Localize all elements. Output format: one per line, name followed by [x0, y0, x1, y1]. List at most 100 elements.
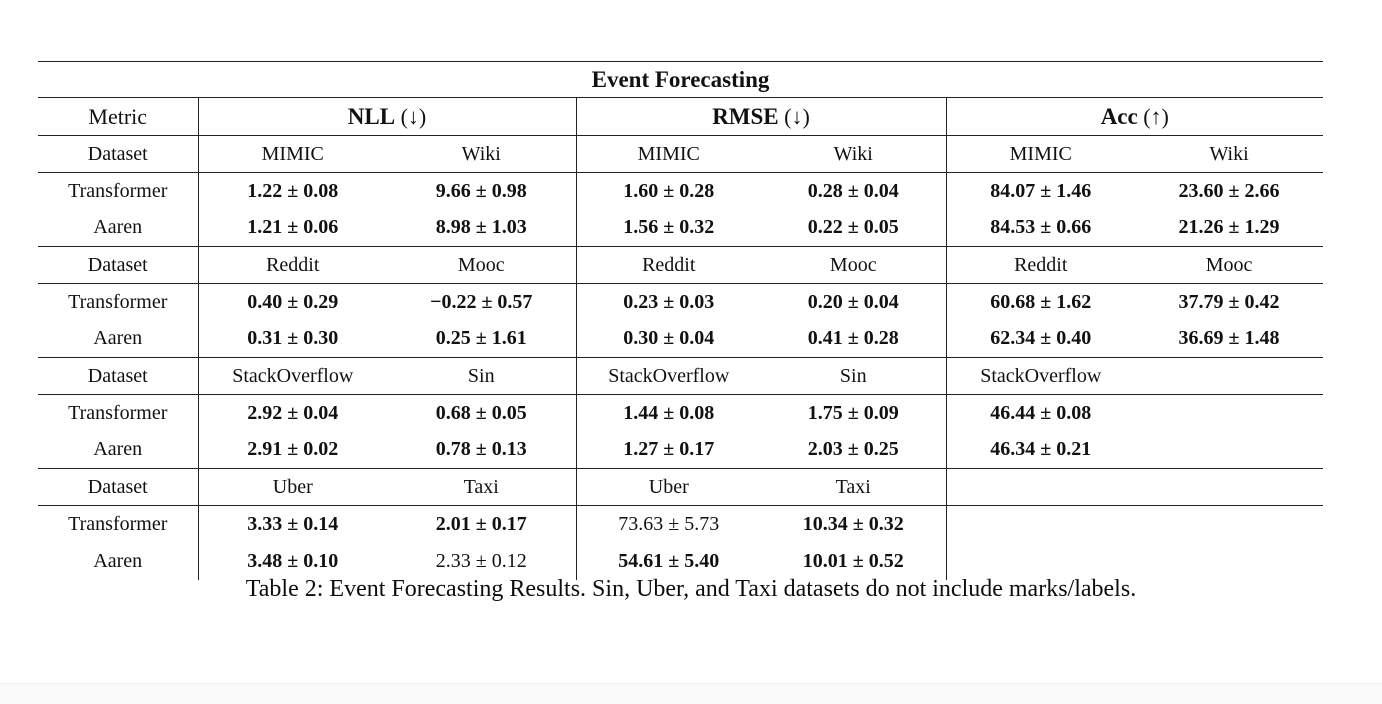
dataset-cell: Taxi: [761, 468, 946, 506]
aaren-row-group2: Aaren 0.31 ± 0.30 0.25 ± 1.61 0.30 ± 0.0…: [38, 320, 1324, 358]
value-cell: 1.27 ± 0.17: [575, 431, 761, 469]
dataset-row-group1: Dataset MIMIC Wiki MIMIC Wiki MIMIC Wiki: [38, 135, 1324, 173]
value-cell: 1.44 ± 0.08: [575, 394, 761, 432]
value-cell: [945, 542, 1135, 580]
metric-header-row: Metric NLL (↓) RMSE (↓) Acc (↑): [38, 97, 1324, 136]
value-cell: 0.40 ± 0.29: [197, 283, 387, 321]
dataset-cell: Sin: [387, 357, 576, 395]
value-cell: 3.48 ± 0.10: [197, 542, 387, 580]
table-caption: Table 2: Event Forecasting Results. Sin,…: [245, 576, 1137, 602]
value-cell: 60.68 ± 1.62: [945, 283, 1135, 321]
dataset-cell: StackOverflow: [575, 357, 761, 395]
dataset-cell: Uber: [575, 468, 761, 506]
value-cell: 0.31 ± 0.30: [197, 320, 387, 358]
dataset-cell: StackOverflow: [197, 357, 387, 395]
value-cell: [1135, 543, 1323, 580]
aaren-row-group1: Aaren 1.21 ± 0.06 8.98 ± 1.03 1.56 ± 0.3…: [38, 209, 1324, 247]
dataset-label: Dataset: [38, 246, 198, 284]
value-cell: 0.78 ± 0.13: [387, 431, 576, 469]
transformer-row-group4: Transformer 3.33 ± 0.14 2.01 ± 0.17 73.6…: [38, 505, 1323, 543]
value-cell: 0.41 ± 0.28: [761, 320, 946, 358]
value-cell: 84.53 ± 0.66: [945, 209, 1135, 247]
value-cell: 37.79 ± 0.42: [1178, 290, 1280, 313]
dataset-cell: MIMIC: [945, 135, 1135, 173]
metric-name-acc: Acc: [1100, 103, 1138, 129]
value-cell: [945, 505, 1135, 543]
value-cell: 1.56 ± 0.32: [575, 209, 761, 247]
metric-name-nll: NLL: [347, 103, 396, 129]
value-cell: 46.44 ± 0.08: [945, 394, 1135, 432]
transformer-row-group3: Transformer 2.92 ± 0.04 0.68 ± 0.05 1.44…: [38, 394, 1323, 432]
value-cell: 0.22 ± 0.05: [761, 209, 946, 247]
value-cell: −0.22 ± 0.57: [430, 290, 533, 313]
dataset-row-group2: Dataset Reddit Mooc Reddit Mooc Reddit M…: [38, 246, 1324, 284]
value-cell: 36.69 ± 1.48: [1135, 320, 1324, 358]
model-label: Transformer: [68, 401, 168, 424]
metric-header-acc: Acc (↑): [945, 97, 1324, 136]
dataset-row-group3: Dataset StackOverflow Sin StackOverflow …: [38, 357, 1324, 395]
value-cell: 2.03 ± 0.25: [761, 431, 946, 469]
value-cell: 21.26 ± 1.29: [1135, 209, 1324, 247]
table-title: Event Forecasting: [38, 61, 1324, 98]
dataset-cell: Mooc: [387, 246, 576, 284]
model-label: Aaren: [38, 431, 198, 469]
value-cell: 2.92 ± 0.04: [197, 394, 387, 432]
dataset-cell: Reddit: [945, 246, 1135, 284]
value-cell: [1135, 395, 1323, 432]
metric-header-nll: NLL (↓): [197, 97, 576, 136]
dataset-cell: Sin: [761, 357, 946, 395]
value-cell: 9.66 ± 0.98: [435, 179, 527, 202]
value-cell: [1135, 431, 1324, 469]
transformer-row-group2: Transformer 0.40 ± 0.29 −0.22 ± 0.57 0.2…: [38, 283, 1323, 321]
model-label: Transformer: [68, 290, 168, 313]
dataset-cell: Wiki: [761, 135, 946, 173]
value-cell: 46.34 ± 0.21: [945, 431, 1135, 469]
event-forecasting-table: Event Forecasting Metric NLL (↓) RMSE (↓…: [38, 61, 1324, 580]
value-cell: 10.01 ± 0.52: [802, 549, 904, 572]
dataset-label: Dataset: [38, 357, 198, 395]
dataset-cell: Wiki: [1135, 135, 1324, 173]
metric-name-rmse: RMSE: [712, 103, 779, 129]
model-label: Aaren: [38, 209, 198, 247]
dataset-cell: [1135, 357, 1324, 395]
value-cell: 1.60 ± 0.28: [575, 172, 761, 210]
value-cell: 10.34 ± 0.32: [802, 512, 904, 535]
aaren-row-group4: Aaren 3.48 ± 0.10 2.33 ± 0.12 54.61 ± 5.…: [38, 542, 1323, 580]
value-cell: 0.30 ± 0.04: [575, 320, 761, 358]
dataset-cell: MIMIC: [575, 135, 761, 173]
dataset-cell: [945, 468, 1135, 506]
page-bottom-strip: [0, 683, 1382, 704]
value-cell: 1.22 ± 0.08: [197, 172, 387, 210]
dataset-cell: Wiki: [387, 135, 576, 173]
metric-header-label: Metric: [38, 97, 198, 136]
dataset-label: Dataset: [38, 135, 198, 173]
value-cell: 0.23 ± 0.03: [575, 283, 761, 321]
value-cell: 3.33 ± 0.14: [197, 505, 387, 543]
down-arrow-icon: (↓): [784, 103, 810, 129]
value-cell: 0.20 ± 0.04: [807, 290, 899, 313]
value-cell: 2.91 ± 0.02: [197, 431, 387, 469]
value-cell: 0.28 ± 0.04: [807, 179, 899, 202]
value-cell: 2.01 ± 0.17: [435, 512, 527, 535]
value-cell: 54.61 ± 5.40: [575, 542, 761, 580]
value-cell: 1.21 ± 0.06: [197, 209, 387, 247]
dataset-cell: Reddit: [197, 246, 387, 284]
value-cell: 84.07 ± 1.46: [945, 172, 1135, 210]
dataset-cell: Taxi: [387, 468, 576, 506]
aaren-row-group3: Aaren 2.91 ± 0.02 0.78 ± 0.13 1.27 ± 0.1…: [38, 431, 1324, 469]
dataset-cell: MIMIC: [197, 135, 387, 173]
up-arrow-icon: (↑): [1143, 103, 1169, 129]
model-label: Transformer: [68, 512, 168, 535]
dataset-cell: Uber: [197, 468, 387, 506]
value-cell: 8.98 ± 1.03: [387, 209, 576, 247]
value-cell: 0.25 ± 1.61: [387, 320, 576, 358]
value-cell: 2.33 ± 0.12: [435, 549, 527, 572]
table-title-row: Event Forecasting: [38, 61, 1324, 98]
dataset-cell: Mooc: [761, 246, 946, 284]
value-cell: [1135, 506, 1323, 543]
value-cell: 62.34 ± 0.40: [945, 320, 1135, 358]
dataset-cell: [1135, 468, 1324, 506]
value-cell: 1.75 ± 0.09: [807, 401, 899, 424]
dataset-row-group4: Dataset Uber Taxi Uber Taxi: [38, 468, 1324, 506]
